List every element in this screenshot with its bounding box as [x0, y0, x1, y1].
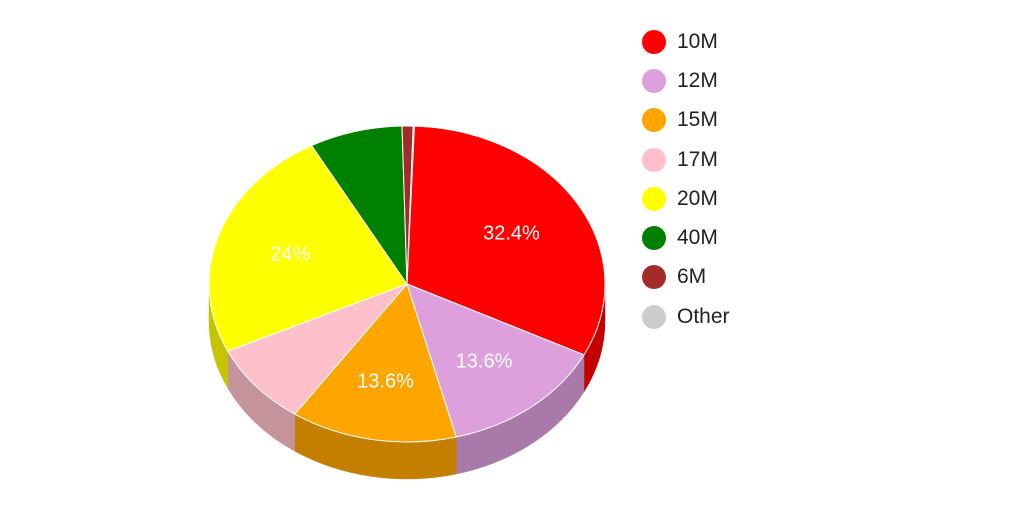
pie-slice-15m[interactable] [293, 282, 457, 443]
pie-slice-17m[interactable] [227, 283, 408, 415]
legend-label-12m: 12M [677, 68, 718, 92]
legend-item-12m[interactable]: 12M [642, 61, 730, 100]
legend-label-40m: 40M [677, 226, 718, 250]
legend-item-other[interactable]: Other [642, 297, 730, 336]
legend-swatch-15m [642, 108, 666, 133]
data-label-15m: 13.6% [357, 370, 414, 392]
chart-legend: 10M 12M 15M 17M 20M 40M 6M Other [642, 22, 730, 336]
legend-swatch-12m [642, 68, 666, 93]
legend-label-6m: 6M [677, 265, 707, 289]
legend-label-17m: 17M [677, 147, 718, 171]
legend-item-15m[interactable]: 15M [642, 101, 730, 140]
legend-item-40m[interactable]: 40M [642, 218, 730, 257]
pie-data-labels: 32.4% 13.6% 13.6% 24% [270, 223, 540, 393]
pie-slice-12m[interactable] [406, 283, 585, 438]
pie-slice-40m[interactable] [310, 125, 408, 286]
legend-label-20m: 20M [677, 186, 718, 210]
pie-slice-20m[interactable] [208, 144, 408, 352]
legend-item-20m[interactable]: 20M [642, 179, 730, 218]
pie-depth [208, 283, 606, 480]
legend-label-other: Other [677, 304, 730, 328]
legend-swatch-10m [642, 29, 666, 54]
legend-item-6m[interactable]: 6M [642, 258, 730, 297]
pie-slice-other[interactable] [406, 125, 415, 285]
legend-swatch-20m [642, 186, 666, 211]
legend-label-15m: 15M [677, 108, 718, 132]
legend-swatch-other [642, 304, 666, 329]
legend-item-10m[interactable]: 10M [642, 22, 730, 61]
data-label-12m: 13.6% [456, 350, 513, 372]
legend-label-10m: 10M [677, 29, 718, 53]
data-label-10m: 32.4% [483, 223, 540, 245]
legend-item-17m[interactable]: 17M [642, 140, 730, 179]
pie-top [208, 125, 606, 443]
legend-swatch-6m [642, 265, 666, 290]
pie-slice-10m[interactable] [406, 125, 606, 356]
legend-swatch-17m [642, 147, 666, 172]
legend-swatch-40m [642, 226, 666, 251]
data-label-20m: 24% [270, 244, 310, 266]
